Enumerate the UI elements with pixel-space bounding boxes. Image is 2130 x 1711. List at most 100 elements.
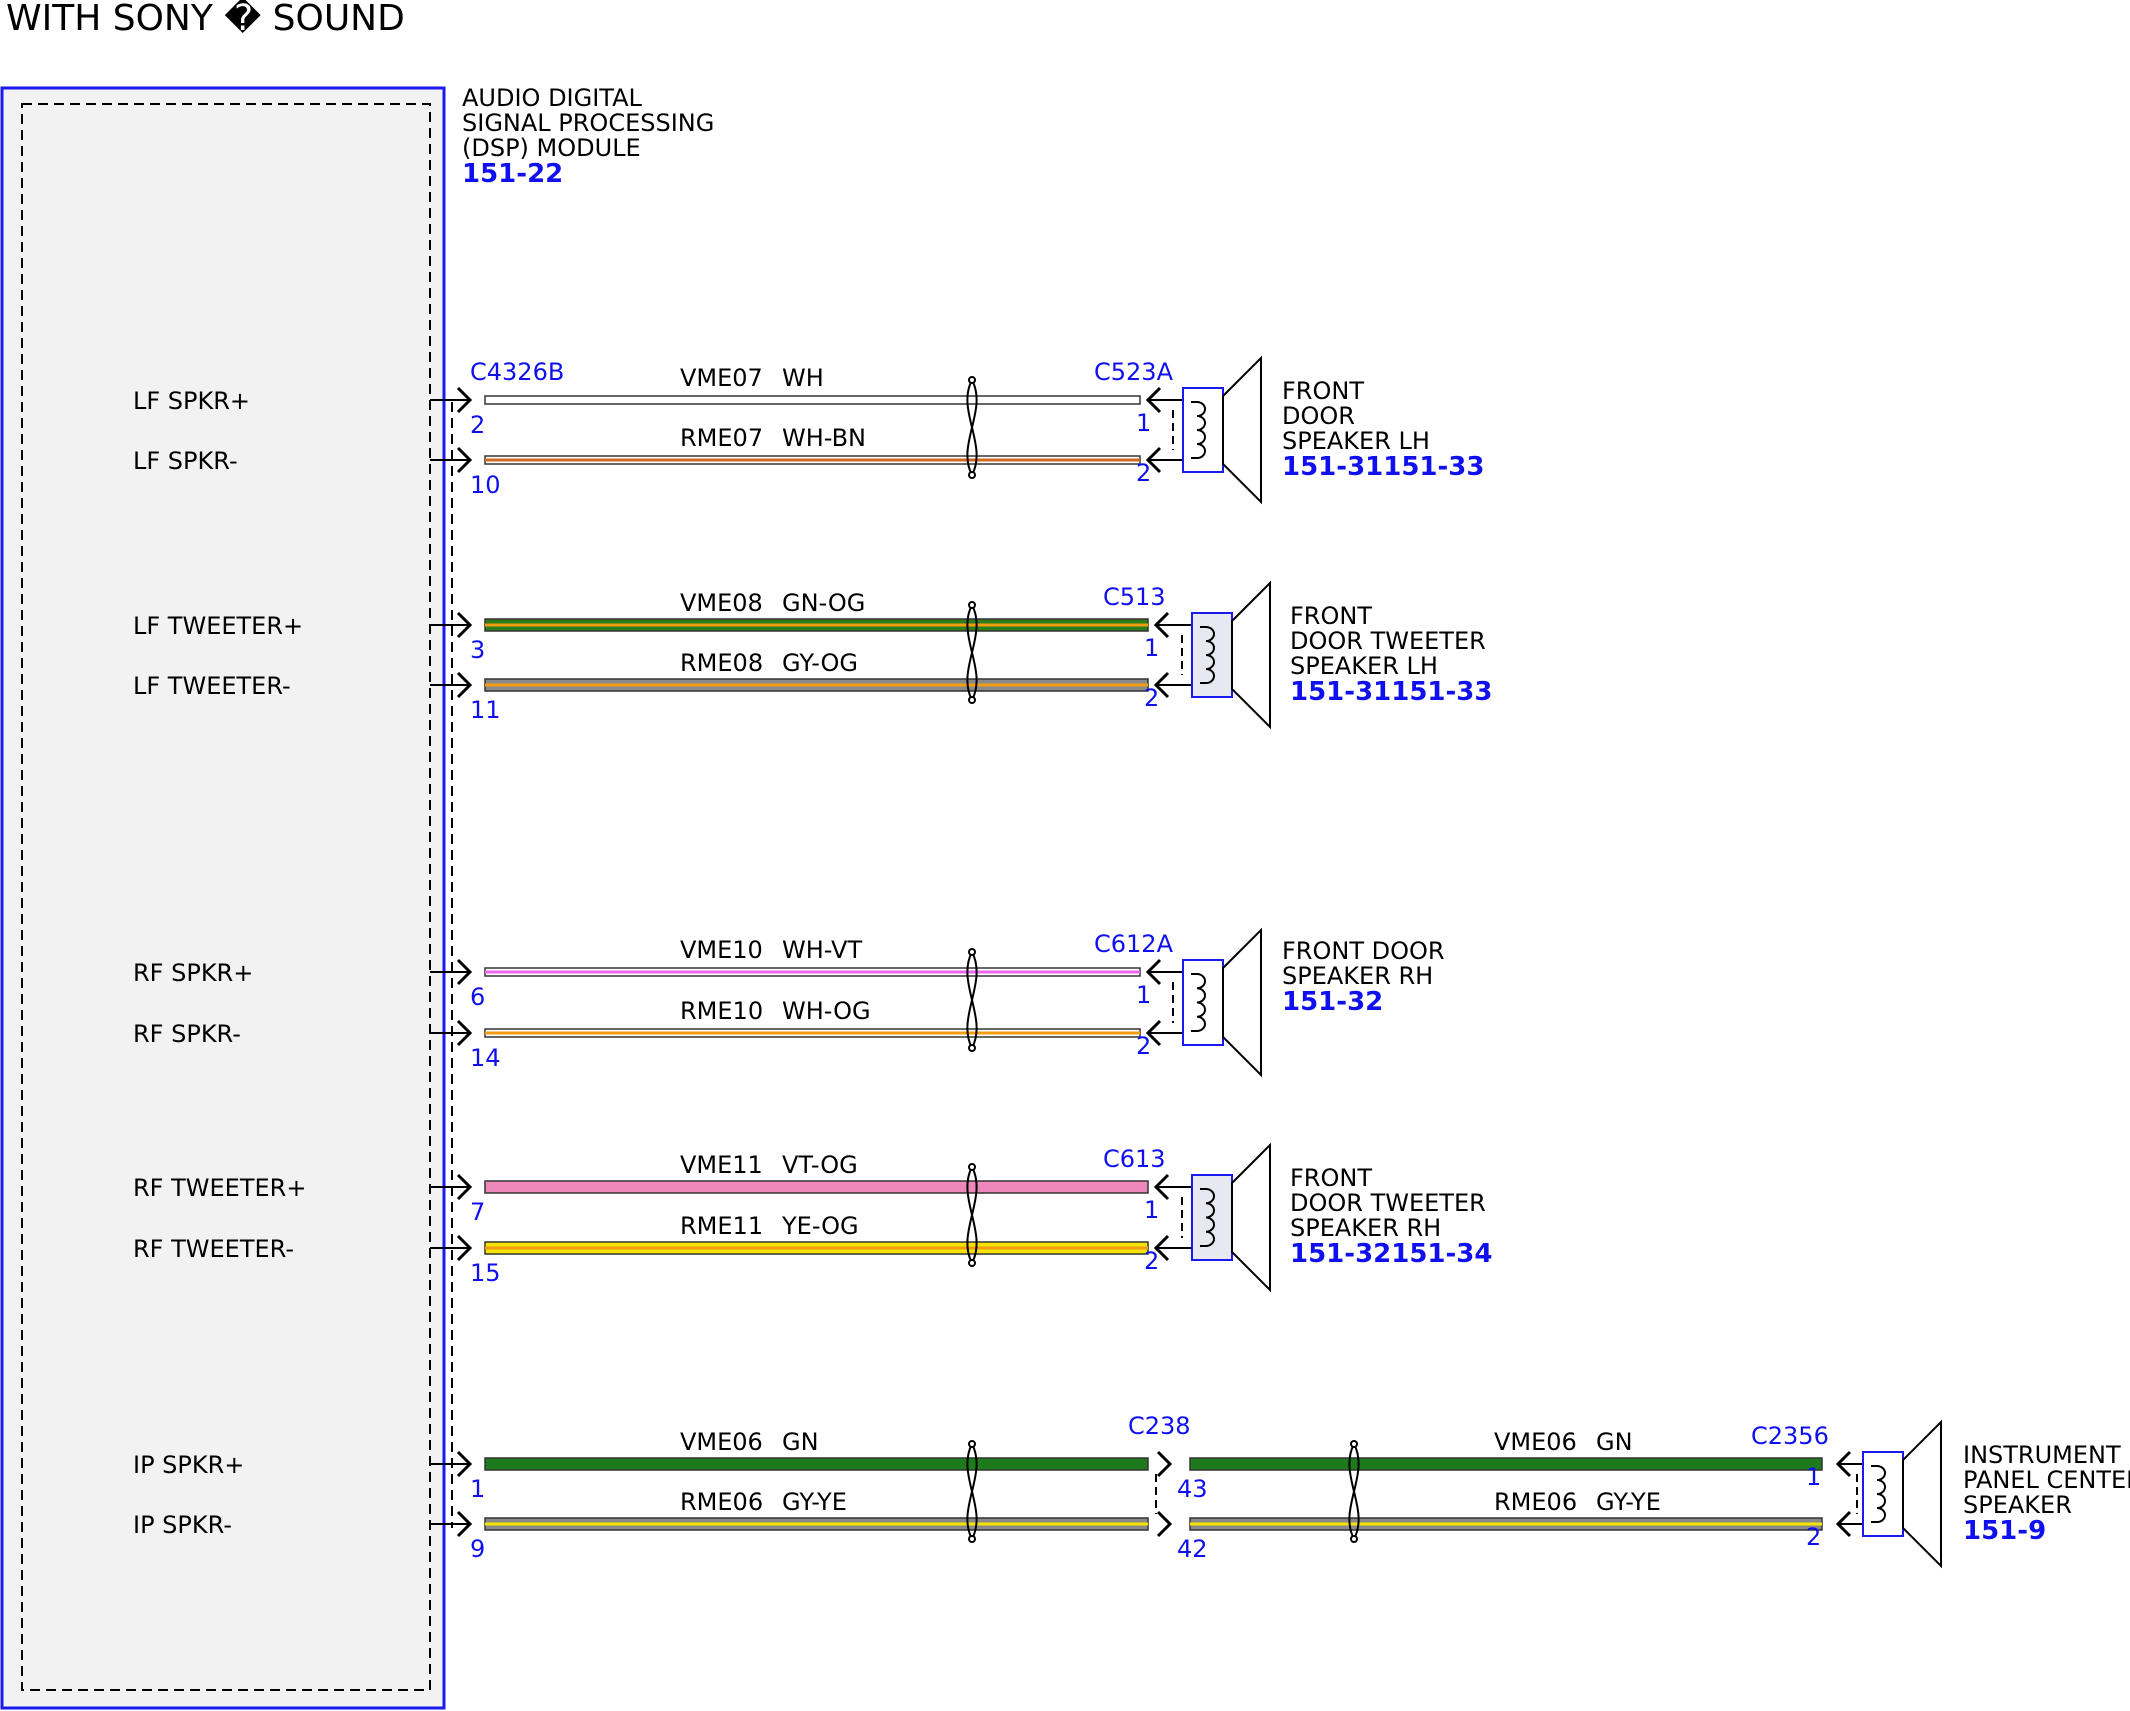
dsp-module-inner-dashed: [21, 103, 431, 1691]
group-4-pin-right-2: 2: [1144, 1247, 1159, 1275]
group-1-speaker-icon-cone: [1222, 355, 1262, 505]
group-5-speaker-icon-box: [1862, 1451, 1904, 1537]
group-3-pin-right-1: 1: [1136, 981, 1151, 1009]
group-1-connector-right: C523A: [1094, 358, 1174, 386]
group-4-connector-right: C613: [1103, 1145, 1166, 1173]
group-1-speaker-icon: [1182, 355, 1262, 505]
group-3-twist-b: [966, 951, 978, 1049]
group-3-speaker-icon-coil: [1191, 973, 1206, 1032]
group-2-pin-chevron-left-1: [456, 611, 473, 639]
group-5-connector-right: C2356: [1751, 1422, 1829, 1450]
group-4-device-line-3: SPEAKER RH: [1290, 1214, 1441, 1242]
group-1-signal-2: LF SPKR-: [133, 447, 238, 475]
group-5-color-code-2: GY-YE: [782, 1488, 847, 1516]
group-2-circuit-2: RME08: [680, 649, 763, 677]
group-5-wire-a-2: [484, 1517, 1149, 1531]
group-3-speaker-icon-cone: [1222, 927, 1262, 1078]
group-2-wire-2: [484, 678, 1149, 692]
group-2-signal-2: LF TWEETER-: [133, 672, 291, 700]
group-5-color-code-b-1: GN: [1596, 1428, 1633, 1456]
group-2-color-code-1: GN-OG: [782, 589, 865, 617]
group-1-wire-1: [484, 395, 1141, 405]
group-4-device-line-2: DOOR TWEETER: [1290, 1189, 1486, 1217]
group-5-circuit-b-1: VME06: [1494, 1428, 1577, 1456]
group-4-speaker-icon-box: [1191, 1174, 1233, 1261]
group-5-speaker-icon-cone: [1902, 1419, 1942, 1569]
group-3-device-line-1: FRONT DOOR: [1282, 937, 1445, 965]
group-3-speaker-icon-box: [1182, 959, 1224, 1046]
group-2-speaker-icon-coil: [1200, 626, 1215, 684]
group-5-device-ref: 151-9: [1963, 1516, 2046, 1546]
group-3-circuit-1: VME10: [680, 936, 763, 964]
group-4-pin-chevron-left-2: [456, 1234, 473, 1262]
group-2-signal-1: LF TWEETER+: [133, 612, 303, 640]
group-3-device-line-2: SPEAKER RH: [1282, 962, 1433, 990]
group-4-circuit-1: VME11: [680, 1151, 763, 1179]
group-3-circuit-2: RME10: [680, 997, 763, 1025]
group-1-pin-right-1: 1: [1136, 409, 1151, 437]
group-2-device-ref: 151-31151-33: [1290, 677, 1493, 707]
group-4-device-ref: 151-32151-34: [1290, 1239, 1493, 1269]
group-4-device-line-1: FRONT: [1290, 1164, 1372, 1192]
diagram-title: WITH SONY � SOUND: [6, 0, 405, 39]
group-3-speaker-icon: [1182, 927, 1262, 1078]
group-4-wire-1-base: [484, 1180, 1149, 1194]
group-5-wire-b-2-stripe: [1190, 1522, 1822, 1526]
group-1-signal-1: LF SPKR+: [133, 387, 250, 415]
group-3-twist: [966, 948, 978, 1052]
group-5-pin-left-1: 1: [470, 1475, 485, 1503]
group-5-wire-a-1-base: [484, 1457, 1149, 1471]
group-5-wire-b-1: [1189, 1457, 1823, 1471]
group-4-signal-2: RF TWEETER-: [133, 1235, 294, 1263]
group-5-pin-chevron-left-2: [456, 1510, 473, 1538]
group-1-pin-left-1: 2: [470, 411, 485, 439]
group-2-circuit-1: VME08: [680, 589, 763, 617]
group-5-twist-b: [1348, 1440, 1360, 1543]
group-1-device-ref: 151-31151-33: [1282, 452, 1485, 482]
group-5-device-line-2: PANEL CENTER: [1963, 1466, 2130, 1494]
group-4-pin-chevron-left-1: [456, 1173, 473, 1201]
dsp-module-box: [0, 86, 446, 1710]
group-1-circuit-1: VME07: [680, 364, 763, 392]
dsp-module-name-line-3: (DSP) MODULE: [462, 134, 641, 162]
group-5-pin-right-1: 1: [1806, 1463, 1821, 1491]
dsp-module-name-line-2: SIGNAL PROCESSING: [462, 109, 714, 137]
group-5-twist-b-top: [1350, 1440, 1358, 1448]
group-5-speaker-icon-coil: [1871, 1465, 1886, 1523]
group-5-pin-left-2: 9: [470, 1535, 485, 1563]
group-5-wire-b-1-base: [1189, 1457, 1823, 1471]
group-1-pin-chevron-left-2: [456, 446, 473, 474]
group-3-color-code-2: WH-OG: [782, 997, 871, 1025]
group-2-speaker-icon: [1191, 580, 1271, 730]
group-5-circuit-2: RME06: [680, 1488, 763, 1516]
group-5-wire-a-1: [484, 1457, 1149, 1471]
group-4-pin-left-2: 15: [470, 1259, 501, 1287]
group-2-device-line-2: DOOR TWEETER: [1290, 627, 1486, 655]
group-4-speaker-icon-cone: [1231, 1142, 1271, 1293]
group-3-wire-1-stripe: [485, 970, 1140, 974]
wires-layer: LF SPKR+ 2 VME07 WH 1 LF SPKR- 10 RME07 WH-BN 2 C4…: [133, 355, 2130, 1569]
group-2-twist-bottom: [968, 696, 976, 704]
group-5-speaker-icon: [1862, 1419, 1942, 1569]
group-5-pin-chevron-mid-2: [1156, 1510, 1173, 1538]
group-4-twist-top: [968, 1163, 976, 1171]
group-3-twist-bottom: [968, 1044, 976, 1052]
group-4-pin-right-1: 1: [1144, 1196, 1159, 1224]
group-2-wire-1: [484, 618, 1149, 632]
group-5-connector-mid: C238: [1128, 1412, 1191, 1440]
group-2-speaker-icon-box: [1191, 612, 1233, 698]
group-5-pin-mid-1: 43: [1177, 1475, 1208, 1503]
group-4-wire-2-stripe: [485, 1246, 1148, 1250]
group-3-wire-1: [484, 967, 1141, 977]
group-1-device-line-2: DOOR: [1282, 402, 1355, 430]
group-1-pin-left-2: 10: [470, 471, 501, 499]
group-2-connector-right: C513: [1103, 583, 1166, 611]
group-4-circuit-2: RME11: [680, 1212, 763, 1240]
group-3-wire-2-stripe: [485, 1031, 1140, 1035]
group-1-connector-left: C4326B: [470, 358, 564, 386]
group-1-circuit-2: RME07: [680, 424, 763, 452]
group-5-wire-b-2: [1189, 1517, 1823, 1531]
group-2-pin-right-2: 2: [1144, 684, 1159, 712]
group-1-speaker-icon-box: [1182, 387, 1224, 473]
